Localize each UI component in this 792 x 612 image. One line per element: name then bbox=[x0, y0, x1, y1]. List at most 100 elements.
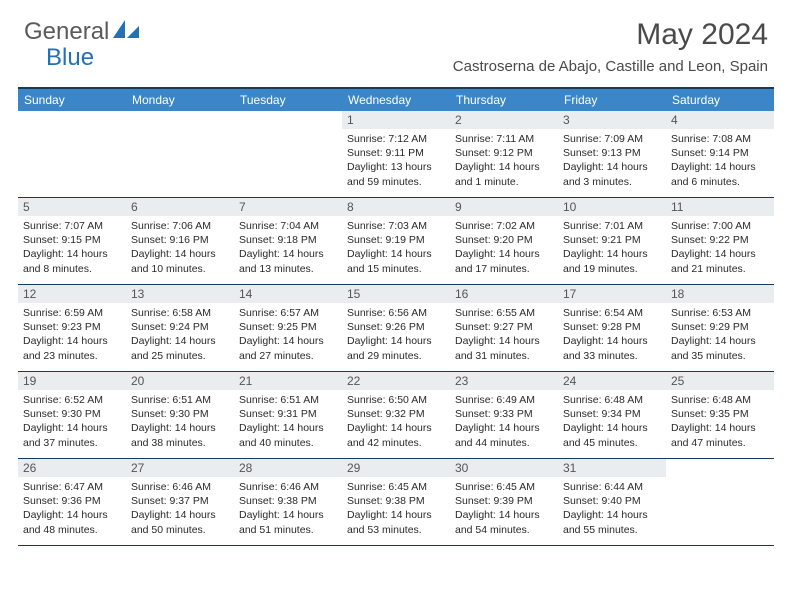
daylight-line: Daylight: 14 hours and 15 minutes. bbox=[347, 247, 445, 275]
sunset-line: Sunset: 9:39 PM bbox=[455, 494, 553, 508]
weekday-header: Sunday bbox=[18, 89, 126, 111]
day-number: 18 bbox=[666, 285, 774, 303]
daylight-line: Daylight: 14 hours and 6 minutes. bbox=[671, 160, 769, 188]
sunrise-line: Sunrise: 7:07 AM bbox=[23, 219, 121, 233]
sunset-line: Sunset: 9:22 PM bbox=[671, 233, 769, 247]
brand-logo: General Blue bbox=[24, 18, 139, 46]
daylight-line: Daylight: 14 hours and 48 minutes. bbox=[23, 508, 121, 536]
daylight-line: Daylight: 14 hours and 23 minutes. bbox=[23, 334, 121, 362]
day-cell: 22Sunrise: 6:50 AMSunset: 9:32 PMDayligh… bbox=[342, 372, 450, 458]
sunrise-line: Sunrise: 6:44 AM bbox=[563, 480, 661, 494]
sunrise-line: Sunrise: 7:04 AM bbox=[239, 219, 337, 233]
day-number: 16 bbox=[450, 285, 558, 303]
daylight-line: Daylight: 13 hours and 59 minutes. bbox=[347, 160, 445, 188]
day-body: Sunrise: 7:01 AMSunset: 9:21 PMDaylight:… bbox=[558, 216, 666, 280]
daylight-line: Daylight: 14 hours and 1 minute. bbox=[455, 160, 553, 188]
daylight-line: Daylight: 14 hours and 50 minutes. bbox=[131, 508, 229, 536]
daylight-line: Daylight: 14 hours and 25 minutes. bbox=[131, 334, 229, 362]
day-number: 5 bbox=[18, 198, 126, 216]
sunset-line: Sunset: 9:38 PM bbox=[347, 494, 445, 508]
day-cell: 27 Sunrise: 6:46 AMSunset: 9:37 PMDayligh… bbox=[126, 459, 234, 545]
daylight-line: Daylight: 14 hours and 8 minutes. bbox=[23, 247, 121, 275]
brand-sail-icon bbox=[113, 20, 139, 45]
daylight-line: Daylight: 14 hours and 3 minutes. bbox=[563, 160, 661, 188]
location-subtitle: Castroserna de Abajo, Castille and Leon,… bbox=[453, 58, 768, 75]
day-body: Sunrise: 7:09 AMSunset: 9:13 PMDaylight:… bbox=[558, 129, 666, 193]
daylight-line: Daylight: 14 hours and 21 minutes. bbox=[671, 247, 769, 275]
day-number: 22 bbox=[342, 372, 450, 390]
day-number: 3 bbox=[558, 111, 666, 129]
day-body: Sunrise: 6:50 AMSunset: 9:32 PMDaylight:… bbox=[342, 390, 450, 454]
day-body: Sunrise: 7:08 AMSunset: 9:14 PMDaylight:… bbox=[666, 129, 774, 193]
day-body: Sunrise: 6:56 AMSunset: 9:26 PMDaylight:… bbox=[342, 303, 450, 367]
daylight-line: Daylight: 14 hours and 17 minutes. bbox=[455, 247, 553, 275]
sunrise-line: Sunrise: 6:53 AM bbox=[671, 306, 769, 320]
daylight-line: Daylight: 14 hours and 35 minutes. bbox=[671, 334, 769, 362]
day-cell bbox=[126, 111, 234, 197]
day-number: 31 bbox=[558, 459, 666, 477]
day-body: Sunrise: 6:45 AMSunset: 9:38 PMDaylight:… bbox=[342, 477, 450, 541]
day-number: 20 bbox=[126, 372, 234, 390]
day-number: 4 bbox=[666, 111, 774, 129]
sunrise-line: Sunrise: 7:11 AM bbox=[455, 132, 553, 146]
sunset-line: Sunset: 9:37 PM bbox=[131, 494, 229, 508]
sunset-line: Sunset: 9:12 PM bbox=[455, 146, 553, 160]
day-cell: 1Sunrise: 7:12 AMSunset: 9:11 PMDaylight… bbox=[342, 111, 450, 197]
day-body: Sunrise: 7:02 AMSunset: 9:20 PMDaylight:… bbox=[450, 216, 558, 280]
day-cell: 3Sunrise: 7:09 AMSunset: 9:13 PMDaylight… bbox=[558, 111, 666, 197]
sunset-line: Sunset: 9:18 PM bbox=[239, 233, 337, 247]
sunset-line: Sunset: 9:11 PM bbox=[347, 146, 445, 160]
day-body: Sunrise: 6:46 AMSunset: 9:38 PMDaylight:… bbox=[234, 477, 342, 541]
week-row: 1Sunrise: 7:12 AMSunset: 9:11 PMDaylight… bbox=[18, 111, 774, 198]
sunset-line: Sunset: 9:40 PM bbox=[563, 494, 661, 508]
day-cell bbox=[234, 111, 342, 197]
sunrise-line: Sunrise: 7:02 AM bbox=[455, 219, 553, 233]
day-cell: 17Sunrise: 6:54 AMSunset: 9:28 PMDayligh… bbox=[558, 285, 666, 371]
sunrise-line: Sunrise: 7:06 AM bbox=[131, 219, 229, 233]
header: General Blue May 2024 Castroserna de Aba… bbox=[0, 0, 792, 79]
daylight-line: Daylight: 14 hours and 29 minutes. bbox=[347, 334, 445, 362]
day-body: Sunrise: 7:04 AMSunset: 9:18 PMDaylight:… bbox=[234, 216, 342, 280]
day-cell: 26Sunrise: 6:47 AMSunset: 9:36 PMDayligh… bbox=[18, 459, 126, 545]
daylight-line: Daylight: 14 hours and 51 minutes. bbox=[239, 508, 337, 536]
daylight-line: Daylight: 14 hours and 44 minutes. bbox=[455, 421, 553, 449]
day-number: 27 bbox=[126, 459, 234, 477]
daylight-line: Daylight: 14 hours and 45 minutes. bbox=[563, 421, 661, 449]
sunset-line: Sunset: 9:26 PM bbox=[347, 320, 445, 334]
day-number: 8 bbox=[342, 198, 450, 216]
day-number: 29 bbox=[342, 459, 450, 477]
day-body: Sunrise: 6:53 AMSunset: 9:29 PMDaylight:… bbox=[666, 303, 774, 367]
day-number: 11 bbox=[666, 198, 774, 216]
day-body: Sunrise: 6:48 AMSunset: 9:34 PMDaylight:… bbox=[558, 390, 666, 454]
week-row: 5Sunrise: 7:07 AMSunset: 9:15 PMDaylight… bbox=[18, 198, 774, 285]
sunset-line: Sunset: 9:15 PM bbox=[23, 233, 121, 247]
sunrise-line: Sunrise: 6:56 AM bbox=[347, 306, 445, 320]
daylight-line: Daylight: 14 hours and 37 minutes. bbox=[23, 421, 121, 449]
day-body: Sunrise: 6:47 AMSunset: 9:36 PMDaylight:… bbox=[18, 477, 126, 541]
day-cell: 30Sunrise: 6:45 AMSunset: 9:39 PMDayligh… bbox=[450, 459, 558, 545]
sunrise-line: Sunrise: 6:46 AM bbox=[131, 480, 229, 494]
day-cell: 8Sunrise: 7:03 AMSunset: 9:19 PMDaylight… bbox=[342, 198, 450, 284]
sunset-line: Sunset: 9:25 PM bbox=[239, 320, 337, 334]
day-number: 6 bbox=[126, 198, 234, 216]
sunset-line: Sunset: 9:34 PM bbox=[563, 407, 661, 421]
day-body: Sunrise: 7:06 AMSunset: 9:16 PMDaylight:… bbox=[126, 216, 234, 280]
daylight-line: Daylight: 14 hours and 27 minutes. bbox=[239, 334, 337, 362]
daylight-line: Daylight: 14 hours and 10 minutes. bbox=[131, 247, 229, 275]
day-number: 15 bbox=[342, 285, 450, 303]
day-body: Sunrise: 6:57 AMSunset: 9:25 PMDaylight:… bbox=[234, 303, 342, 367]
day-cell: 20Sunrise: 6:51 AMSunset: 9:30 PMDayligh… bbox=[126, 372, 234, 458]
sunset-line: Sunset: 9:30 PM bbox=[131, 407, 229, 421]
weekday-header: Wednesday bbox=[342, 89, 450, 111]
day-cell: 11Sunrise: 7:00 AMSunset: 9:22 PMDayligh… bbox=[666, 198, 774, 284]
day-cell: 28Sunrise: 6:46 AMSunset: 9:38 PMDayligh… bbox=[234, 459, 342, 545]
day-body: Sunrise: 6:59 AMSunset: 9:23 PMDaylight:… bbox=[18, 303, 126, 367]
weekday-header: Friday bbox=[558, 89, 666, 111]
sunrise-line: Sunrise: 6:48 AM bbox=[563, 393, 661, 407]
weekday-header: Monday bbox=[126, 89, 234, 111]
day-cell: 21Sunrise: 6:51 AMSunset: 9:31 PMDayligh… bbox=[234, 372, 342, 458]
weekday-header: Thursday bbox=[450, 89, 558, 111]
day-number: 23 bbox=[450, 372, 558, 390]
daylight-line: Daylight: 14 hours and 53 minutes. bbox=[347, 508, 445, 536]
month-title: May 2024 bbox=[453, 18, 768, 52]
